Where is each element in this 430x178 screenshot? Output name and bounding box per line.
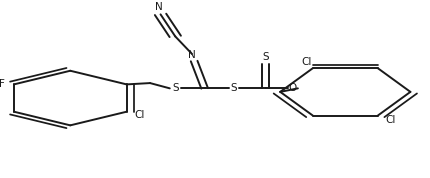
Text: F: F [0,79,5,89]
Text: S: S [231,83,237,93]
Text: Cl: Cl [301,57,312,67]
Text: Cl: Cl [385,115,396,125]
Text: S: S [172,83,178,93]
Text: N: N [188,50,196,60]
Text: O: O [289,83,297,93]
Text: N: N [154,2,163,12]
Text: S: S [262,52,269,62]
Text: Cl: Cl [134,110,144,120]
